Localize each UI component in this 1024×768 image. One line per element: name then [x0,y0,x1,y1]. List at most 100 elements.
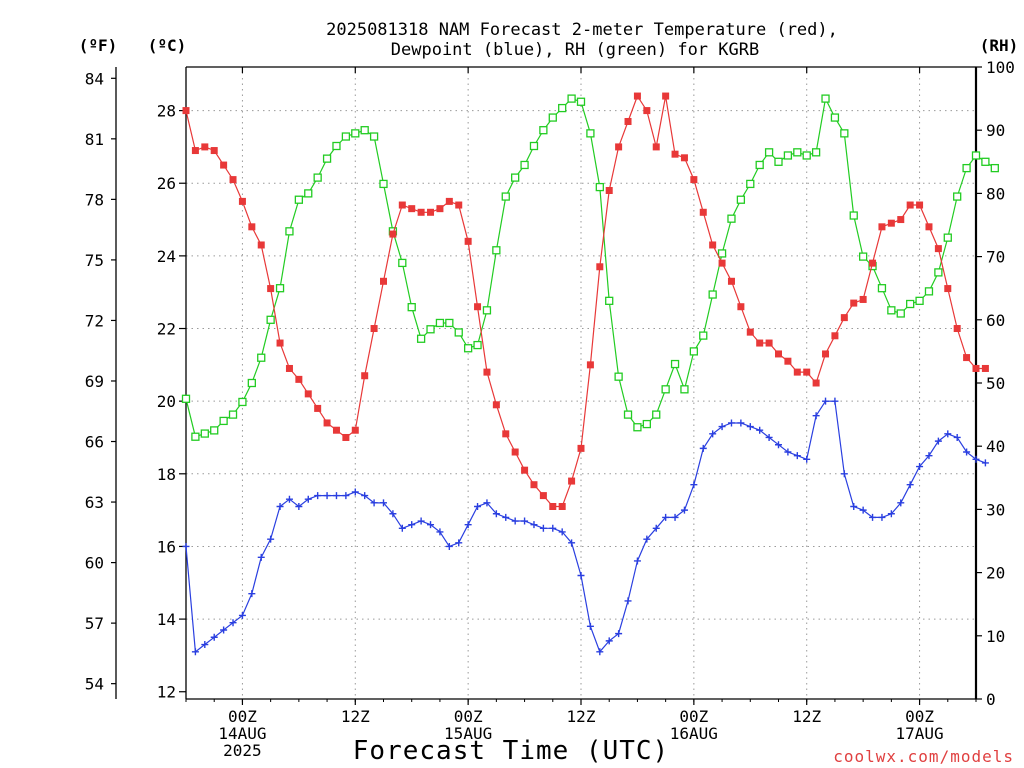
rh-point [924,287,934,296]
temperature-point [191,147,199,155]
chart-title-line-1: 2025081318 NAM Forecast 2-meter Temperat… [326,20,838,40]
rh-point [981,157,990,166]
temperature-point [690,176,698,184]
temperature-point [417,208,425,216]
rh-tick-label: 70 [986,248,1005,267]
dewpoint-point [887,510,895,518]
dewpoint-point [934,437,942,445]
rh-point [520,160,529,170]
rh-point [539,126,548,135]
temperature-point [972,364,980,372]
time-tick-label: 00Z [679,707,708,726]
time-tick-label: 14AUG [218,724,266,743]
temperature-point [342,433,350,441]
fahrenheit-tick-label: 75 [85,251,104,270]
rh-point [830,113,840,122]
rh-point [576,97,586,106]
rh-point [849,211,858,220]
temperature-point [464,237,472,245]
dewpoint-point [238,611,246,619]
rh-point [275,284,285,293]
dewpoint-point [615,630,623,638]
temperature-point [737,303,745,311]
dewpoint-point [370,499,378,507]
rh-point [708,290,717,299]
rh-tick-label: 10 [986,627,1005,646]
dewpoint-point [455,539,463,547]
temperature-point [351,426,359,434]
temperature-point [652,143,660,151]
temperature-point [934,245,942,253]
dewpoint-point [332,492,340,500]
temperature-point [775,350,782,358]
fahrenheit-tick-label: 66 [85,433,104,452]
dewpoint-point [304,495,312,503]
fahrenheit-tick-label: 81 [85,130,104,149]
temperature-point [840,314,848,322]
temperature-point [643,107,651,115]
dewpoint-point [408,521,416,529]
temperature-point [953,325,961,333]
time-tick-label: 00Z [905,707,934,726]
rh-point [313,173,322,182]
dewpoint-point [511,517,519,525]
dewpoint-point [586,622,594,630]
rh-point [219,416,228,426]
rh-point [482,306,492,315]
dewpoint-point [718,423,726,431]
fahrenheit-axis: 54 57 60 63 66 69 72 75 78 81 84 [85,69,116,694]
dewpoint-point [549,524,557,532]
time-tick-label: 12Z [792,707,821,726]
rh-point [680,385,689,394]
rh-point [529,141,539,151]
rh-point [191,432,200,441]
temperature-point [398,201,406,209]
rh-point [257,353,266,362]
rh-point [717,249,727,258]
dewpoint-point [257,553,265,561]
dewpoint-point [492,510,500,518]
temperature-point [182,107,190,115]
rh-point [238,397,247,407]
rh-point [360,126,369,135]
rh-point [934,268,943,277]
temperature-point [925,223,933,231]
dewpoint-point [737,419,745,427]
temperature-point [210,147,218,155]
dewpoint-point [380,499,387,507]
dewpoint-point [445,542,453,550]
rh-point [896,309,905,318]
celsius-unit-label: (ºC) [148,36,187,55]
temperature-point [492,401,500,409]
dewpoint-point [803,455,811,463]
rh-unit-label: (RH) [980,36,1019,55]
rh-point [416,334,426,343]
temperature-point [304,390,312,398]
temperature-point [963,354,971,362]
rh-series [181,94,999,441]
celsius-tick-label: 28 [157,102,176,121]
rh-tick-label: 60 [986,311,1005,330]
credit-text: coolwx.com/models [833,747,1014,766]
temperature-point [285,364,293,372]
temperature-point [615,143,623,151]
time-tick-label: 00Z [454,707,483,726]
rh-point [266,315,275,324]
time-tick-label: 00Z [228,707,257,726]
rh-point [764,148,774,157]
dewpoint-point [474,502,482,510]
temperature-point [483,368,491,376]
dewpoint-point [963,448,971,456]
celsius-tick-label: 26 [157,174,176,193]
rh-tick-label: 40 [986,437,1005,456]
celsius-tick-label: 14 [157,610,176,629]
rh-point [915,296,924,305]
dewpoint-point [210,633,218,641]
dewpoint-point [690,481,698,489]
celsius-tick-label: 24 [157,247,176,266]
rh-point [652,410,661,419]
dewpoint-point [285,495,293,503]
temperature-point [718,259,726,267]
